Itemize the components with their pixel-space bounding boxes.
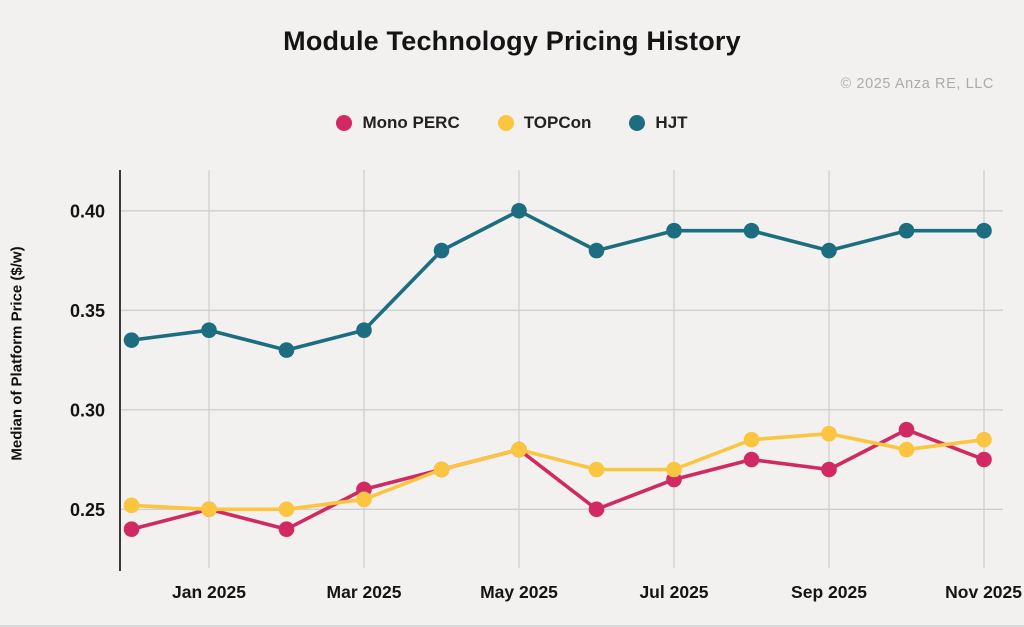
legend-item-mono-perc[interactable]: Mono PERC bbox=[336, 113, 460, 133]
legend-dot-topcon bbox=[497, 115, 514, 131]
data-point-topcon-sep-2025 bbox=[821, 425, 837, 442]
legend-dot-hjt bbox=[629, 115, 646, 131]
legend-label: HJT bbox=[655, 113, 688, 132]
data-point-mono-perc-oct-2025 bbox=[898, 421, 915, 438]
data-point-mono-perc-sep-2025 bbox=[821, 461, 837, 478]
data-point-mono-perc-aug-2025 bbox=[743, 451, 760, 468]
x-tick-label: Sep 2025 bbox=[791, 582, 867, 602]
series-line-hjt bbox=[129, 208, 986, 352]
data-point-topcon-jul-2025 bbox=[666, 461, 682, 478]
y-tick-label: 0.25 bbox=[70, 500, 105, 520]
legend-label: Mono PERC bbox=[362, 113, 460, 132]
series-line-topcon bbox=[129, 431, 986, 512]
data-point-hjt-nov-2025 bbox=[976, 222, 992, 239]
data-point-topcon-apr-2025 bbox=[433, 461, 450, 478]
data-point-hjt-jul-2025 bbox=[666, 222, 682, 239]
y-tick-label: 0.40 bbox=[70, 201, 105, 221]
y-tick-label: 0.30 bbox=[70, 400, 105, 420]
legend-label: TOPCon bbox=[523, 113, 592, 132]
data-point-hjt-mar-2025 bbox=[356, 322, 372, 338]
data-point-hjt-may-2025 bbox=[511, 202, 527, 219]
x-tick-label: Nov 2025 bbox=[945, 582, 1022, 602]
data-point-mono-perc-feb-2025 bbox=[278, 521, 295, 537]
data-point-hjt-aug-2025 bbox=[743, 222, 760, 239]
data-point-topcon-dec-2024 bbox=[123, 497, 140, 514]
x-tick-label: Mar 2025 bbox=[327, 582, 402, 602]
legend: Mono PERC TOPCon HJT bbox=[0, 113, 1024, 133]
data-point-hjt-dec-2024 bbox=[123, 332, 140, 348]
legend-item-hjt[interactable]: HJT bbox=[629, 113, 688, 133]
data-point-hjt-feb-2025 bbox=[278, 342, 295, 358]
data-point-hjt-sep-2025 bbox=[821, 242, 837, 259]
data-point-mono-perc-dec-2024 bbox=[123, 521, 140, 537]
data-point-topcon-nov-2025 bbox=[976, 431, 992, 448]
data-point-hjt-apr-2025 bbox=[433, 242, 450, 259]
x-tick-label: Jul 2025 bbox=[639, 582, 708, 602]
series-line-mono-perc bbox=[129, 427, 986, 531]
data-point-topcon-oct-2025 bbox=[898, 441, 915, 458]
data-point-topcon-aug-2025 bbox=[743, 431, 760, 448]
x-tick-label: Jan 2025 bbox=[172, 582, 246, 602]
data-point-hjt-jun-2025 bbox=[588, 242, 605, 259]
data-point-topcon-may-2025 bbox=[511, 441, 527, 458]
data-point-topcon-jan-2025 bbox=[201, 501, 217, 518]
chart-title: Module Technology Pricing History bbox=[283, 26, 741, 56]
data-point-hjt-oct-2025 bbox=[898, 222, 915, 239]
data-point-topcon-mar-2025 bbox=[356, 491, 372, 508]
data-point-mono-perc-jun-2025 bbox=[588, 501, 605, 518]
copyright-text: © 2025 Anza RE, LLC bbox=[840, 76, 994, 92]
legend-item-topcon[interactable]: TOPCon bbox=[497, 113, 592, 133]
legend-dot-mono-perc bbox=[336, 115, 353, 131]
data-point-mono-perc-nov-2025 bbox=[976, 451, 992, 468]
data-point-topcon-jun-2025 bbox=[588, 461, 605, 478]
y-tick-label: 0.35 bbox=[70, 301, 105, 321]
x-tick-label: May 2025 bbox=[480, 582, 558, 602]
data-point-topcon-feb-2025 bbox=[278, 501, 295, 518]
data-point-hjt-jan-2025 bbox=[201, 322, 217, 338]
